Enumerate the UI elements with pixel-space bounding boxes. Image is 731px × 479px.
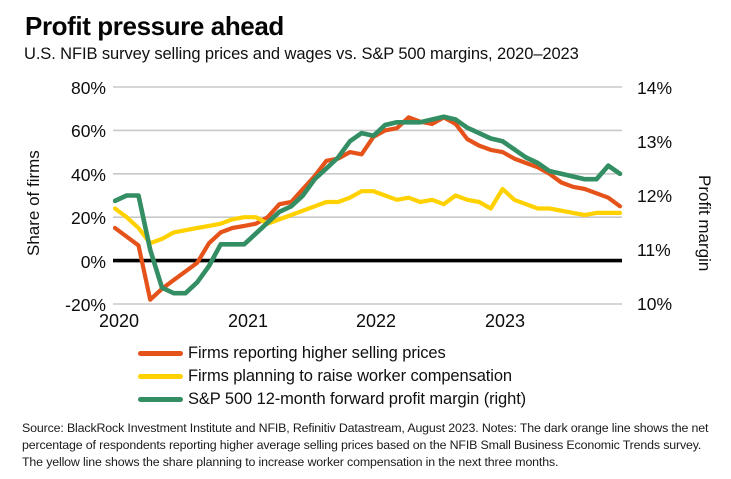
left-tick-0: 0% xyxy=(80,252,106,272)
right-tick-14: 14% xyxy=(637,78,673,98)
right-tick-10: 10% xyxy=(637,294,673,314)
legend-item-worker-compensation: Firms planning to raise worker compensat… xyxy=(138,365,526,388)
x-tick-2021: 2021 xyxy=(227,311,269,331)
left-tick-40: 40% xyxy=(70,165,106,185)
chart-title: Profit pressure ahead xyxy=(25,11,284,41)
green-line-swatch-icon xyxy=(138,397,183,402)
legend-label: Firms reporting higher selling prices xyxy=(188,344,446,362)
legend-label: Firms planning to raise worker compensat… xyxy=(188,367,513,385)
series-line-2 xyxy=(113,114,623,296)
x-tick-2023: 2023 xyxy=(484,311,526,331)
right-tick-13: 13% xyxy=(637,132,673,152)
source-notes: Source: BlackRock Investment Institute a… xyxy=(22,421,709,469)
legend-item-profit-margin: S&P 500 12-month forward profit margin (… xyxy=(138,388,526,411)
chart-subtitle: U.S. NFIB survey selling prices and wage… xyxy=(24,45,579,63)
left-tick-80: 80% xyxy=(70,78,106,98)
yellow-line-swatch-icon xyxy=(138,374,183,379)
chart-plot xyxy=(113,86,623,305)
right-tick-12: 12% xyxy=(637,186,673,206)
chart-legend: Firms reporting higher selling prices Fi… xyxy=(138,342,526,411)
right-axis-label: Profit margin xyxy=(695,174,714,272)
legend-item-selling-prices: Firms reporting higher selling prices xyxy=(138,342,526,365)
x-tick-2020: 2020 xyxy=(98,311,140,331)
left-tick-m20: -20% xyxy=(65,295,106,315)
right-tick-11: 11% xyxy=(637,240,671,260)
legend-label: S&P 500 12-month forward profit margin (… xyxy=(188,390,527,408)
left-tick-60: 60% xyxy=(70,121,106,141)
left-tick-20: 20% xyxy=(70,208,106,228)
series-line-1 xyxy=(113,186,623,246)
series-line-0 xyxy=(113,115,623,302)
orange-line-swatch-icon xyxy=(138,351,183,356)
left-axis-label: Share of firms xyxy=(24,150,43,256)
x-tick-2022: 2022 xyxy=(355,311,397,331)
